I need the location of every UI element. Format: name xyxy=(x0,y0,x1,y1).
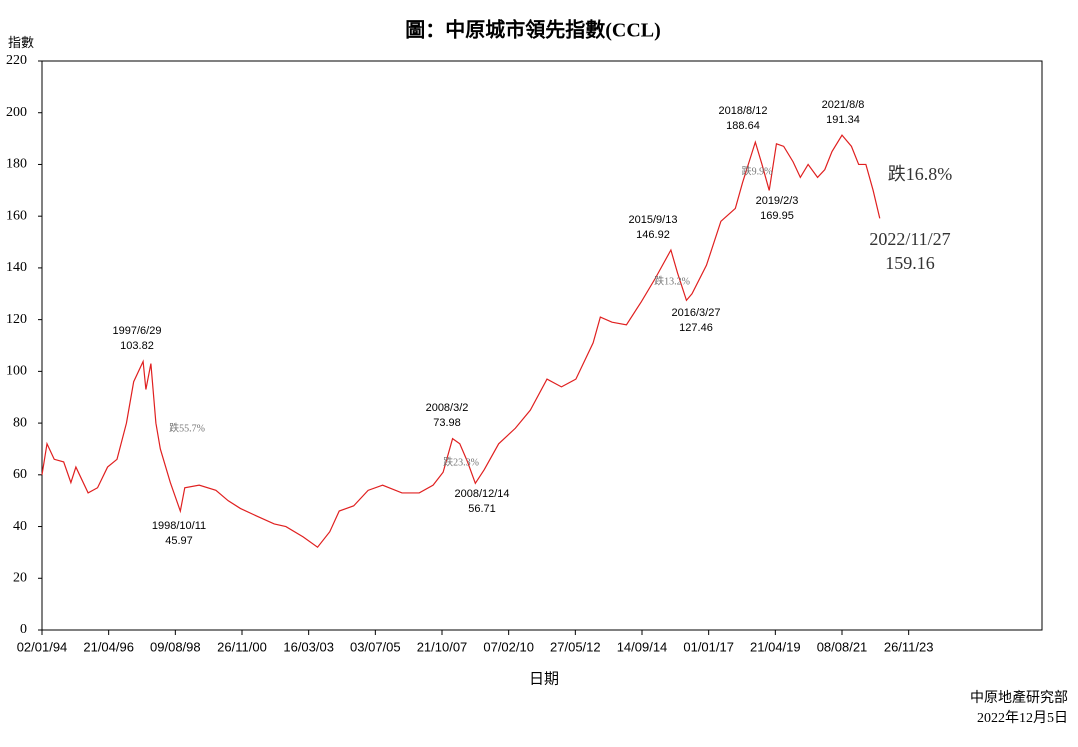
annotation-date: 2015/9/13 xyxy=(629,214,678,226)
y-tick-label: 0 xyxy=(20,622,27,637)
y-tick-label: 180 xyxy=(6,157,27,172)
x-tick-label: 21/04/19 xyxy=(750,639,801,654)
drop-label: 跌23.3% xyxy=(443,455,479,468)
x-tick-label: 02/01/94 xyxy=(17,639,68,654)
x-tick-label: 27/05/12 xyxy=(550,639,601,654)
x-tick-label: 01/01/17 xyxy=(683,639,734,654)
annotation-value: 127.46 xyxy=(679,322,713,334)
drop-label: 跌9.9% xyxy=(742,164,773,177)
y-tick-label: 140 xyxy=(6,260,27,275)
y-tick-label: 80 xyxy=(13,415,27,430)
source: 中原地產研究部 xyxy=(970,689,1068,706)
annotation-value: 188.64 xyxy=(726,120,760,132)
annotation-value: 191.34 xyxy=(826,114,860,126)
x-tick-label: 07/02/10 xyxy=(483,639,534,654)
report-date: 2022年12月5日 xyxy=(977,710,1068,726)
x-tick-label: 16/03/03 xyxy=(283,639,334,654)
x-tick-label: 03/07/05 xyxy=(350,639,401,654)
y-tick-label: 40 xyxy=(13,519,27,534)
annotation-date: 2018/8/12 xyxy=(719,105,768,117)
x-tick-label: 26/11/23 xyxy=(884,639,934,654)
annotation-date: 2021/8/8 xyxy=(822,99,865,111)
line xyxy=(41,134,881,549)
chart-title: 圖：中原城市領先指數(CCL) xyxy=(405,18,661,42)
drop-label: 跌55.7% xyxy=(169,421,205,434)
annotation-value: 169.95 xyxy=(760,210,794,222)
annotation-value: 56.71 xyxy=(468,503,496,515)
annotation-value: 73.98 xyxy=(433,417,461,429)
x-tick-label: 26/11/00 xyxy=(217,639,267,654)
drop-label: 跌16.8% xyxy=(888,164,953,184)
y-tick-label: 20 xyxy=(13,570,27,585)
x-tick-label: 21/04/96 xyxy=(83,639,134,654)
annotation-date: 2019/2/3 xyxy=(756,195,799,207)
annotation-value: 159.16 xyxy=(885,253,935,273)
y-tick-label: 120 xyxy=(6,312,27,327)
plot-frame xyxy=(41,60,1043,631)
y-tick-label: 60 xyxy=(13,467,27,482)
y-axis-label: 指數 xyxy=(8,35,34,50)
annotation-value: 146.92 xyxy=(636,229,670,241)
annotation-value: 45.97 xyxy=(165,535,193,547)
annotation-date: 2022/11/27 xyxy=(869,229,950,249)
x-tick-label: 14/09/14 xyxy=(617,639,668,654)
x-tick-label: 09/08/98 xyxy=(150,639,201,654)
annotation-date: 2008/12/14 xyxy=(454,488,509,500)
annotation-date: 1998/10/11 xyxy=(152,520,206,532)
y-tick-label: 200 xyxy=(6,105,27,120)
y-tick-label: 100 xyxy=(6,364,27,379)
y-tick-label: 220 xyxy=(6,53,27,68)
annotation-date: 2016/3/27 xyxy=(672,307,721,319)
drop-label: 跌13.2% xyxy=(654,274,690,287)
x-tick-label: 08/08/21 xyxy=(817,639,868,654)
x-axis-label: 日期 xyxy=(529,670,559,687)
annotation-date: 2008/3/2 xyxy=(426,402,469,414)
annotation-date: 1997/6/29 xyxy=(113,325,162,337)
y-tick-label: 160 xyxy=(6,208,27,223)
x-tick-label: 21/10/07 xyxy=(417,639,468,654)
annotation-value: 103.82 xyxy=(120,340,154,352)
